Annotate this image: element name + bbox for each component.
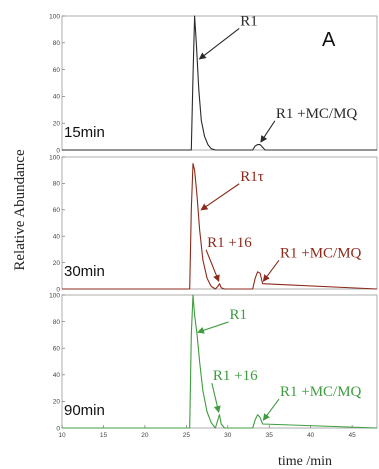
y-tick-label: 40 — [53, 234, 61, 241]
y-tick-label: 100 — [49, 154, 60, 161]
series-line — [62, 294, 378, 429]
annotation-arrow — [205, 249, 220, 283]
y-tick-label: 0 — [56, 147, 60, 154]
x-tick-label: 10 — [58, 432, 66, 439]
y-tick-label: 20 — [53, 260, 61, 267]
y-tick-label: 20 — [53, 121, 61, 128]
chart-panel-15min: 0 20 40 60 80 100 15min R1 R1 +MC/MQ — [49, 13, 378, 154]
panel-frame — [61, 156, 378, 290]
y-tick-label: 60 — [53, 346, 61, 353]
y-tick-label: 60 — [53, 207, 61, 214]
x-tick-label: 35 — [266, 432, 274, 439]
annotation-arrow — [262, 398, 280, 421]
y-tick-label: 100 — [49, 13, 60, 20]
series-line — [62, 163, 378, 290]
y-tick-label: 80 — [53, 319, 61, 326]
peak-annotation: R1 +MC/MQ — [280, 245, 362, 261]
annotation-arrow — [211, 382, 221, 414]
chart-panel-90min: 0 20 40 60 80 100 90min R1 R1 +16 R1 +MC/MQ — [49, 292, 378, 432]
x-tick-label: 40 — [307, 432, 315, 439]
x-axis: 10 15 20 25 30 35 40 45 — [58, 425, 356, 439]
y-tick-label: 0 — [56, 286, 60, 293]
peak-annotation: R1 +MC/MQ — [280, 384, 362, 400]
y-tick-label: 60 — [53, 67, 61, 74]
y-tick-label: 40 — [53, 94, 61, 101]
series-line — [62, 15, 377, 151]
y-tick-label: 40 — [53, 372, 61, 379]
y-tick-label: 80 — [53, 40, 61, 47]
panel-letter: A — [322, 29, 336, 51]
y-tick-label: 20 — [53, 399, 61, 406]
x-tick-label: 45 — [349, 432, 357, 439]
peak-annotation: R1 +16 — [207, 235, 252, 251]
annotation-arrow — [196, 321, 229, 334]
time-label: 90min — [64, 402, 105, 419]
annotation-arrow — [200, 183, 240, 211]
annotation-arrow — [260, 120, 276, 143]
peak-annotation: R1 +16 — [213, 368, 258, 384]
x-tick-label: 15 — [100, 432, 108, 439]
x-tick-label: 30 — [224, 432, 232, 439]
y-tick-label: 80 — [53, 181, 61, 188]
chart-panels: 0 20 40 60 80 100 15min R1 R1 +MC/MQ 0 20 40 60 80 100… — [49, 13, 378, 432]
y-tick-label: 100 — [49, 292, 60, 299]
peak-annotation: R1 — [229, 307, 247, 323]
peak-annotation: R1τ — [240, 169, 264, 185]
peak-annotation: R1 +MC/MQ — [276, 106, 358, 122]
y-axis-label: Relative Abundance — [12, 149, 28, 271]
chart-panel-30min: 0 20 40 60 80 100 30min R1τ R1 +16 R1 +MC/MQ — [49, 154, 378, 293]
time-label: 15min — [64, 124, 105, 141]
y-tick-label: 0 — [56, 425, 60, 432]
x-tick-label: 20 — [141, 432, 149, 439]
annotation-arrow — [262, 259, 280, 282]
annotation-arrow — [198, 27, 240, 60]
peak-annotation: R1 — [240, 13, 258, 29]
panel-frame — [61, 294, 378, 429]
time-label: 30min — [64, 263, 105, 280]
x-axis-label: time /min — [278, 454, 332, 469]
x-tick-label: 25 — [183, 432, 191, 439]
